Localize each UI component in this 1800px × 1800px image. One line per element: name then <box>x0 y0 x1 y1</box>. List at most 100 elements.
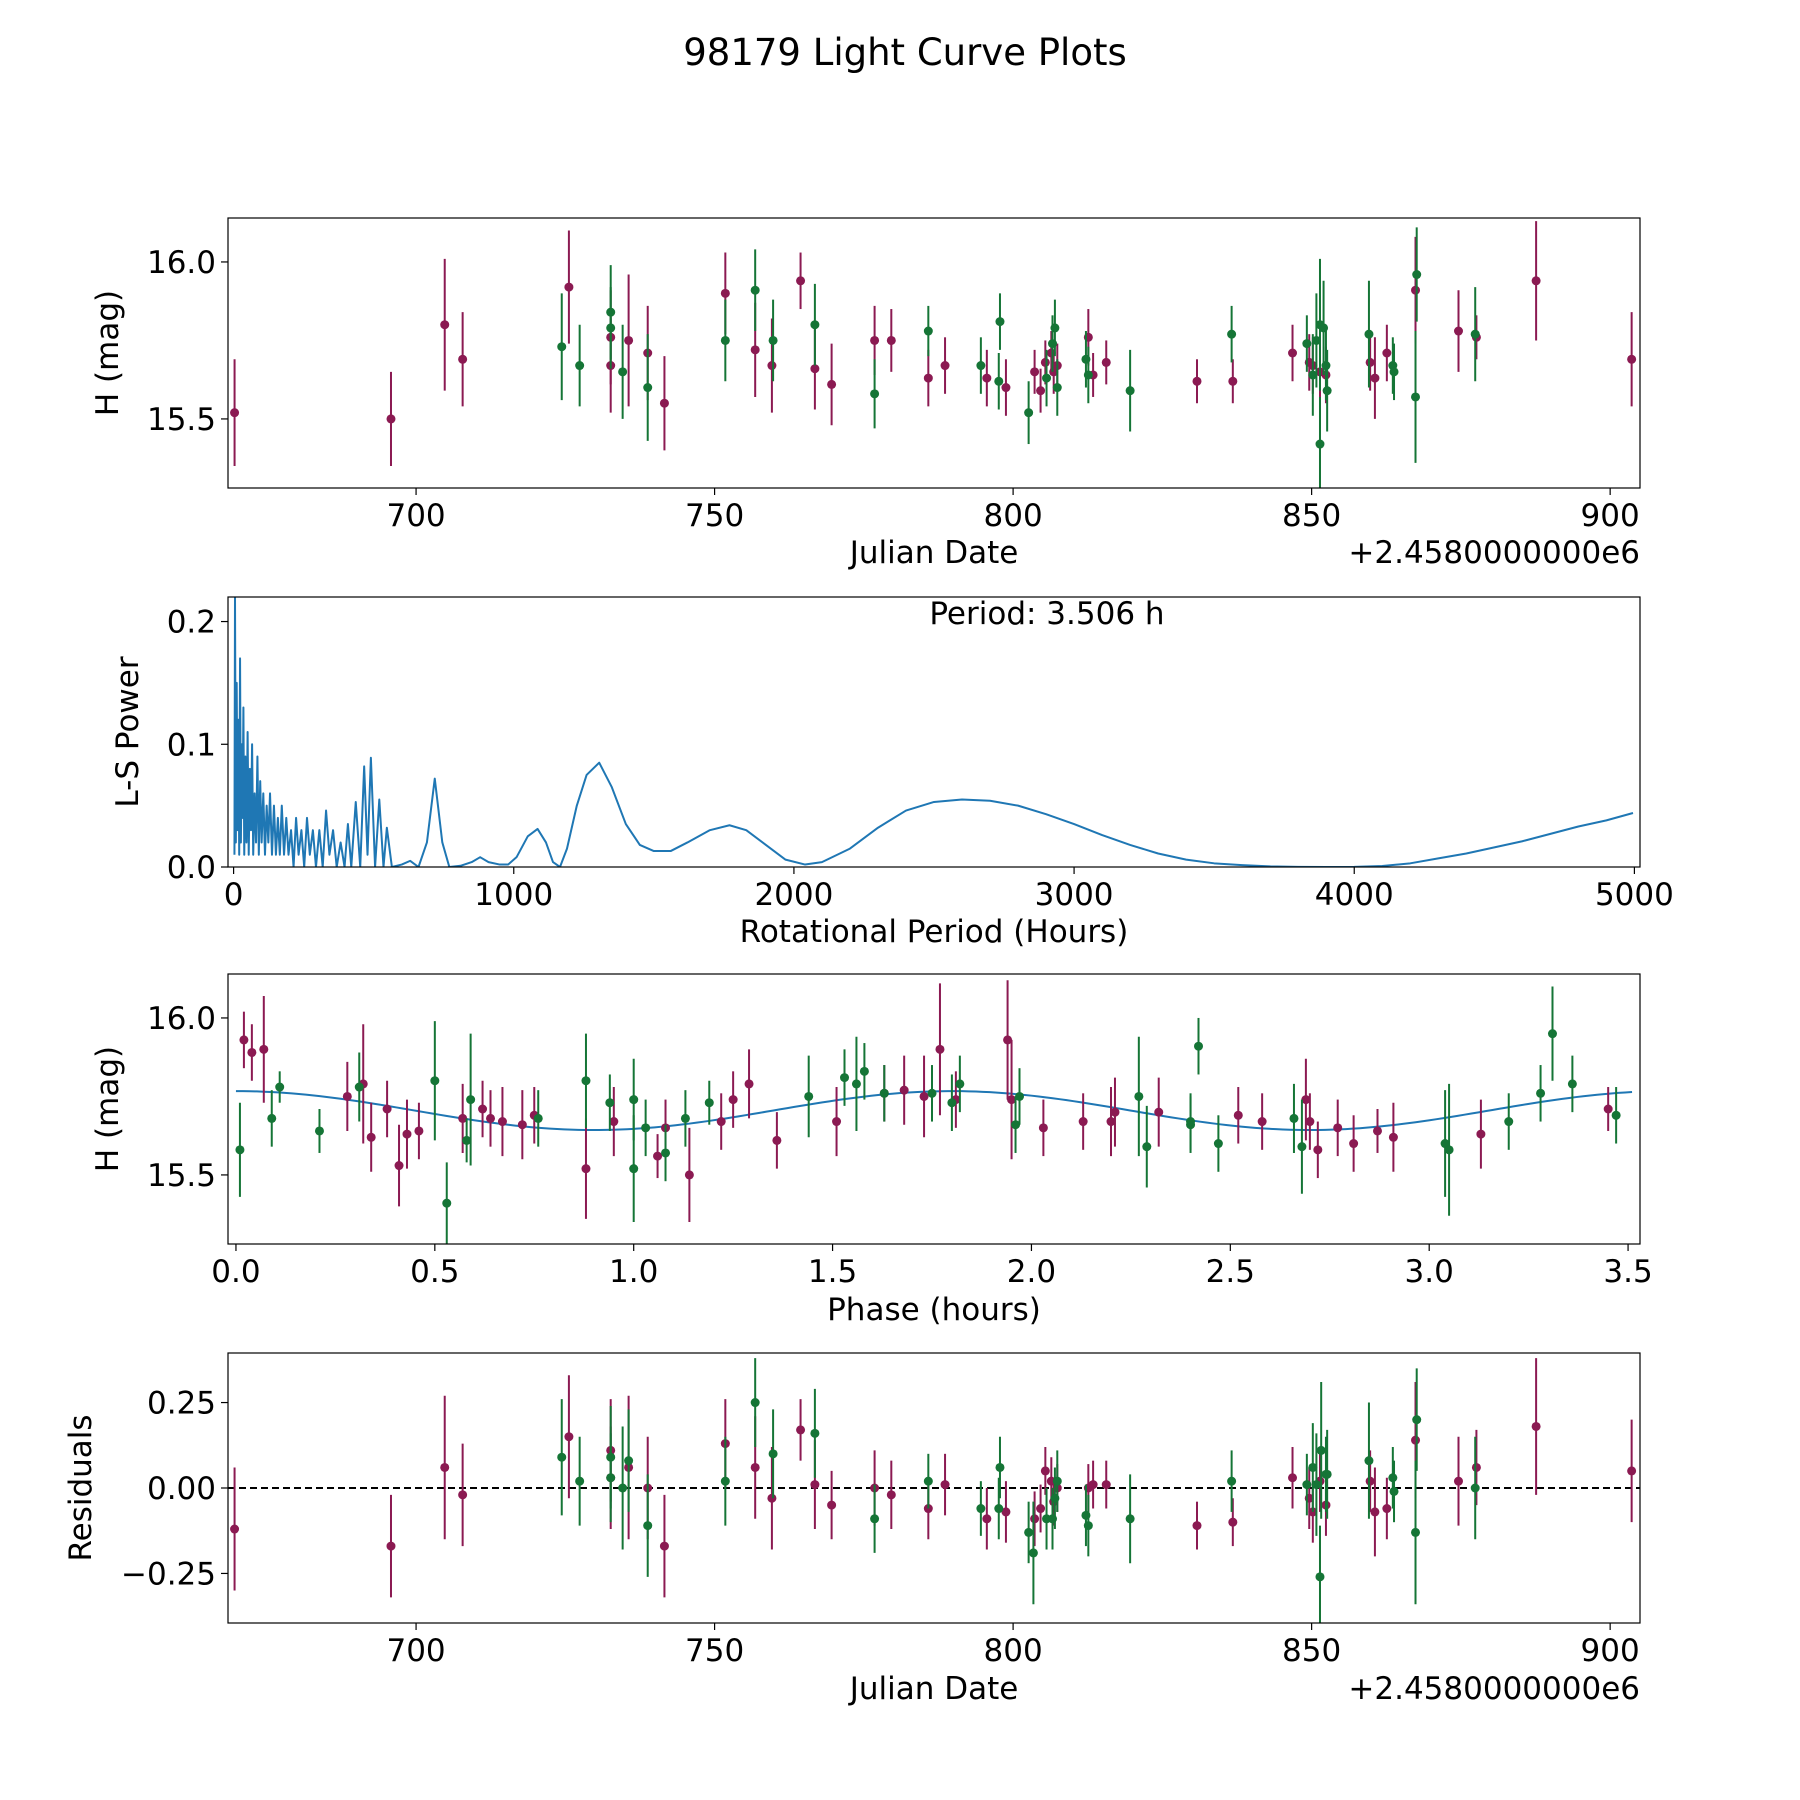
data-point-green <box>624 1456 634 1466</box>
data-point-red <box>1627 354 1637 364</box>
data-point-red <box>940 361 950 371</box>
data-point-green <box>995 1462 1005 1472</box>
data-point-red <box>1101 1480 1111 1490</box>
data-point-red <box>1007 1095 1017 1105</box>
panel-residuals: 700 750 800 850 900 0.25 0.00 −0.25 Julian Date R… <box>63 1352 1641 1707</box>
data-point-red <box>394 1161 404 1171</box>
y-tick-label: 0.2 <box>167 605 216 641</box>
data-point-red <box>923 373 933 383</box>
data-point-red <box>750 1462 760 1472</box>
x-tick-label: 750 <box>685 498 744 534</box>
data-point-green <box>1412 1415 1422 1425</box>
data-point-red <box>720 288 730 298</box>
y-tick-label: 15.5 <box>147 402 216 438</box>
data-point-red <box>940 1480 950 1490</box>
data-point-red <box>982 373 992 383</box>
data-point-green <box>1319 323 1329 333</box>
data-point-red <box>1365 1476 1375 1486</box>
data-point-green <box>810 1428 820 1438</box>
data-point-red <box>659 398 669 408</box>
data-point-red <box>899 1085 909 1095</box>
data-point-red <box>1192 1521 1202 1531</box>
data-point-green <box>557 342 567 352</box>
y-tick-label: 0.1 <box>167 727 216 763</box>
data-point-red <box>1313 1145 1323 1155</box>
data-point-red <box>728 1095 738 1105</box>
data-point-red <box>1382 348 1392 358</box>
data-point-green <box>462 1135 472 1145</box>
data-point-red <box>827 1500 837 1510</box>
panel-lightcurve: 700 750 800 850 900 15.5 16.0 Julian Date H (mag… <box>90 217 1641 571</box>
data-point-green <box>1142 1142 1152 1152</box>
panel-phased: 0.0 0.5 1.0 1.5 2.0 2.5 3.0 3.5 15.5 16.0 Phase (h… <box>90 973 1653 1328</box>
data-point-red <box>827 379 837 389</box>
x-axis-label: Rotational Period (Hours) <box>740 914 1129 950</box>
data-point-green <box>994 1504 1004 1514</box>
data-point-green <box>1302 339 1312 349</box>
data-point-red <box>366 1132 376 1142</box>
data-point-green <box>618 1483 628 1493</box>
data-point-red <box>247 1047 257 1057</box>
data-point-red <box>716 1117 726 1127</box>
data-point-green <box>1213 1139 1223 1149</box>
data-point-green <box>994 376 1004 386</box>
data-point-red <box>1030 367 1040 377</box>
axes-frame <box>227 973 1641 1245</box>
data-point-green <box>1504 1117 1514 1127</box>
data-point-green <box>859 1066 869 1076</box>
data-point-red <box>659 1541 669 1551</box>
data-point-red <box>382 1104 392 1114</box>
data-point-green <box>1024 1527 1034 1537</box>
data-point-green <box>1308 1462 1318 1472</box>
data-point-green <box>618 367 628 377</box>
data-point-green <box>1042 373 1052 383</box>
data-point-red <box>886 1490 896 1500</box>
x-tick-label: 850 <box>1282 498 1341 534</box>
data-point-green <box>1052 1476 1062 1486</box>
data-point-red <box>1388 1132 1398 1142</box>
y-tick-label: 16.0 <box>147 245 216 281</box>
data-point-red <box>1036 386 1046 396</box>
x-tick-label: 700 <box>386 1633 445 1669</box>
data-point-green <box>641 1123 651 1133</box>
data-point-red <box>440 1462 450 1472</box>
data-point-green <box>851 1079 861 1089</box>
y-tick-label: 0.00 <box>147 1471 216 1507</box>
data-point-red <box>1288 348 1298 358</box>
data-point-green <box>466 1095 476 1105</box>
data-point-red <box>1001 1507 1011 1517</box>
data-point-red <box>230 1524 240 1534</box>
data-point-red <box>744 1079 754 1089</box>
x-tick-label: 3000 <box>1035 877 1114 913</box>
data-point-green <box>629 1164 639 1174</box>
panel-periodogram: 0 1000 2000 3000 4000 5000 0.0 0.1 0.2 Rotational… <box>110 596 1674 950</box>
data-point-green <box>1186 1117 1196 1127</box>
data-point-red <box>497 1117 507 1127</box>
data-point-green <box>995 317 1005 327</box>
data-point-green <box>1412 270 1422 280</box>
data-point-red <box>1370 1507 1380 1517</box>
data-point-green <box>1315 1572 1325 1582</box>
data-point-green <box>661 1148 671 1158</box>
data-point-green <box>1289 1113 1299 1123</box>
data-point-red <box>1036 1504 1046 1514</box>
data-point-red <box>1078 1117 1088 1127</box>
data-point-green <box>1302 1480 1312 1490</box>
data-point-red <box>1411 1435 1421 1445</box>
x-offset-text: +2.4580000000e6 <box>1348 535 1640 571</box>
data-point-green <box>927 1088 937 1098</box>
data-point-red <box>1603 1104 1613 1114</box>
x-tick-label: 900 <box>1581 1633 1640 1669</box>
data-point-red <box>1154 1107 1164 1117</box>
x-tick-label: 700 <box>386 498 445 534</box>
axes-frame <box>227 217 1641 489</box>
data-point-green <box>1315 439 1325 449</box>
data-point-green <box>1411 1527 1421 1537</box>
data-point-green <box>1364 1456 1374 1466</box>
data-point-red <box>458 1113 468 1123</box>
data-point-green <box>1308 370 1318 380</box>
data-point-green <box>923 326 933 336</box>
data-point-green <box>704 1098 714 1108</box>
data-point-red <box>1333 1123 1343 1133</box>
x-tick-label: 2000 <box>754 877 833 913</box>
